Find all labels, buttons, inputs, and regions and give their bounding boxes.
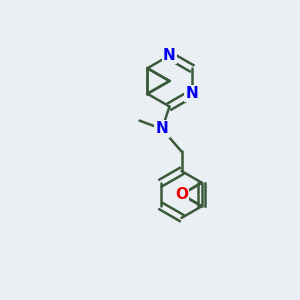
Text: O: O <box>175 187 188 202</box>
Text: N: N <box>163 48 176 63</box>
Text: O: O <box>175 187 188 202</box>
Text: N: N <box>185 86 198 101</box>
Text: N: N <box>156 122 168 136</box>
